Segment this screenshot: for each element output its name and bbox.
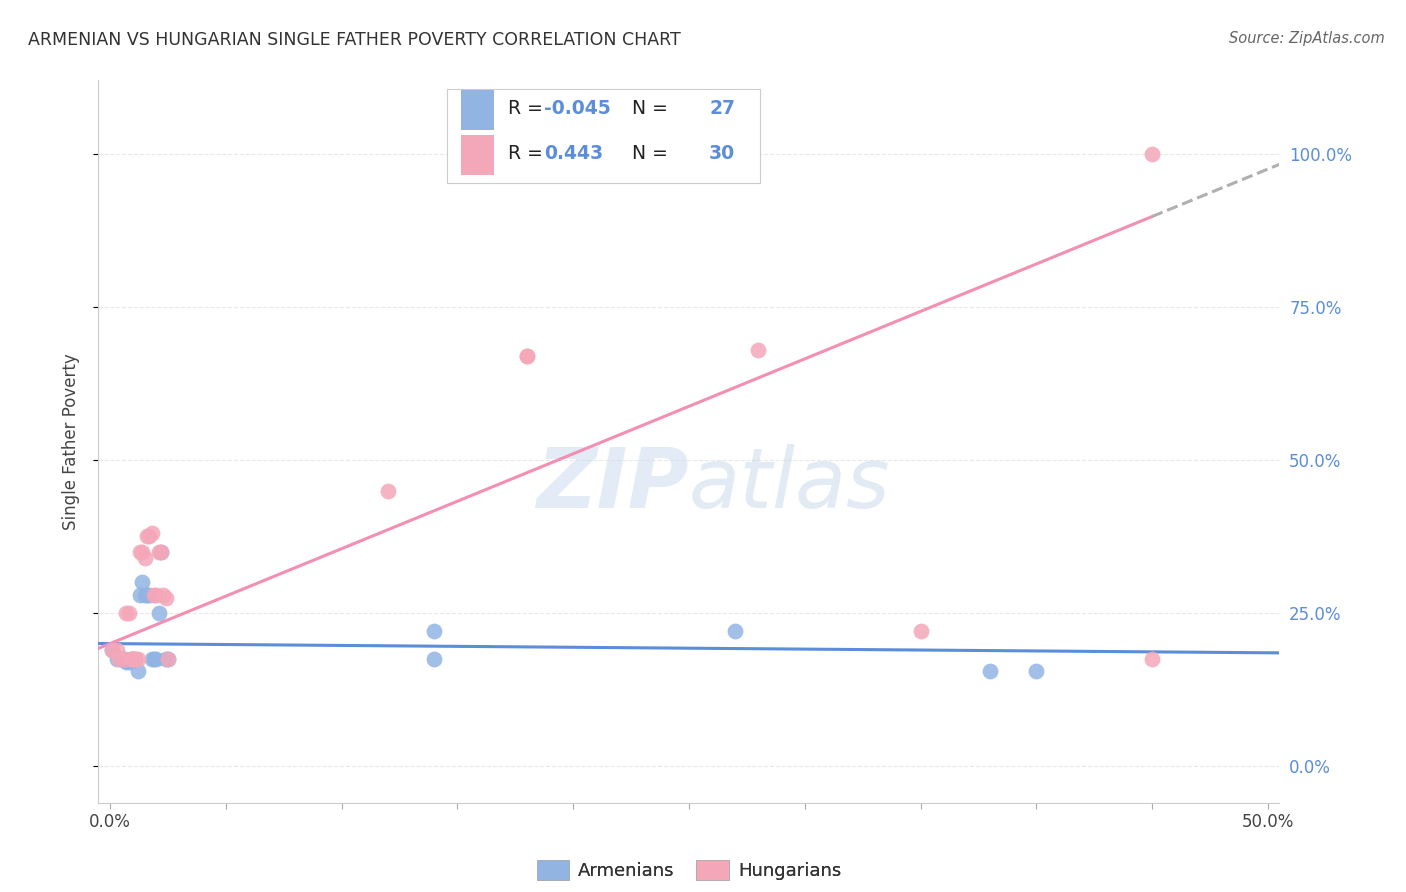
Point [127,664,149,678]
Point [134,550,156,565]
FancyBboxPatch shape [461,136,494,175]
Text: Source: ZipAtlas.com: Source: ZipAtlas.com [1229,31,1385,46]
Point [516,349,538,363]
Point [124,652,146,666]
Point [129,545,152,559]
Point [423,652,446,666]
Point [122,652,145,666]
Point [138,588,160,602]
Point [1140,652,1163,666]
Point [423,624,446,639]
Point [101,642,124,657]
Point [141,652,163,666]
Point [115,606,138,620]
Point [112,652,135,666]
Text: N =: N = [633,99,673,118]
Text: atlas: atlas [689,444,890,525]
Point [117,606,139,620]
Point [105,642,128,657]
Point [724,624,747,639]
FancyBboxPatch shape [461,90,494,130]
Point [101,642,124,657]
Point [136,529,159,543]
Point [110,652,132,666]
Point [377,483,399,498]
Point [148,606,170,620]
Point [149,545,172,559]
Text: ZIP: ZIP [536,444,689,525]
Point [155,652,177,666]
Text: R =: R = [508,99,550,118]
Text: R =: R = [508,144,555,163]
Point [131,545,153,559]
Point [124,652,146,666]
Point [143,588,166,602]
FancyBboxPatch shape [447,89,759,183]
Point [156,652,179,666]
Text: 30: 30 [709,144,735,163]
Point [122,652,145,666]
Point [136,588,159,602]
Text: ARMENIAN VS HUNGARIAN SINGLE FATHER POVERTY CORRELATION CHART: ARMENIAN VS HUNGARIAN SINGLE FATHER POVE… [28,31,681,49]
Point [127,652,149,666]
Point [117,655,139,669]
Text: -0.045: -0.045 [544,99,610,118]
Text: N =: N = [633,144,673,163]
Point [112,652,135,666]
Point [1140,146,1163,161]
Point [148,545,170,559]
Point [120,652,142,666]
Point [134,588,156,602]
Point [120,652,142,666]
Point [143,652,166,666]
Point [131,575,153,590]
Point [155,591,177,605]
Text: 27: 27 [709,99,735,118]
Text: 0.443: 0.443 [544,144,603,163]
Y-axis label: Single Father Poverty: Single Father Poverty [62,353,80,530]
Point [105,652,128,666]
Point [1025,664,1047,678]
Point [108,652,131,666]
Point [141,526,163,541]
Point [138,529,160,543]
Point [152,588,174,602]
Point [145,652,167,666]
Point [149,545,172,559]
Point [145,588,167,602]
Point [910,624,932,639]
Point [516,349,538,363]
Legend: Armenians, Hungarians: Armenians, Hungarians [530,853,848,888]
Point [747,343,769,357]
Point [979,664,1001,678]
Point [115,655,138,669]
Point [129,588,152,602]
Point [156,652,179,666]
